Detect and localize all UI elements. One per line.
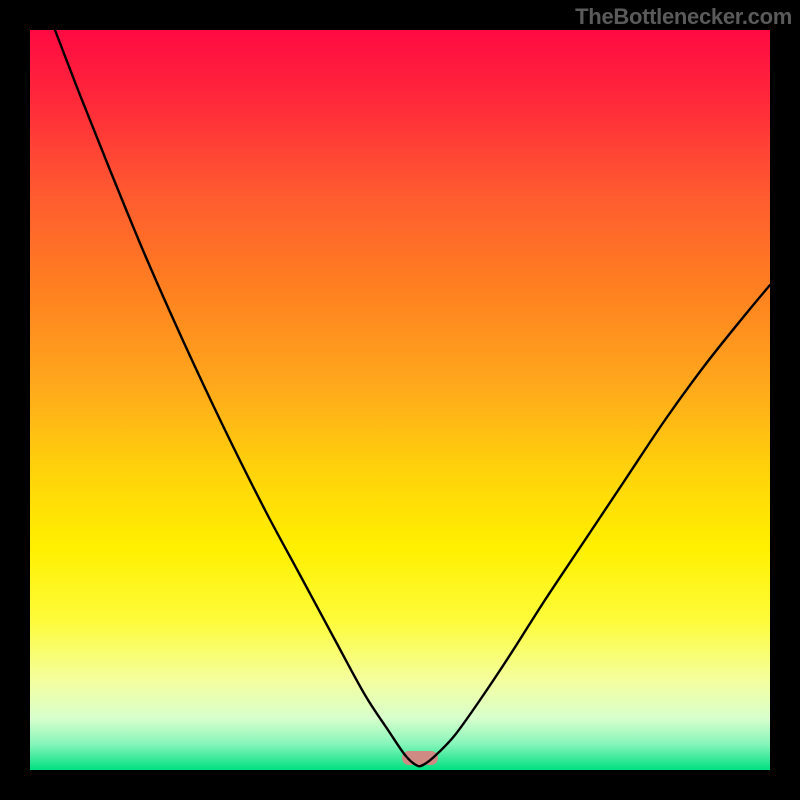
watermark-text: TheBottlenecker.com (575, 4, 792, 30)
gradient-background (30, 30, 770, 770)
bottleneck-chart (0, 0, 800, 800)
chart-container: TheBottlenecker.com (0, 0, 800, 800)
